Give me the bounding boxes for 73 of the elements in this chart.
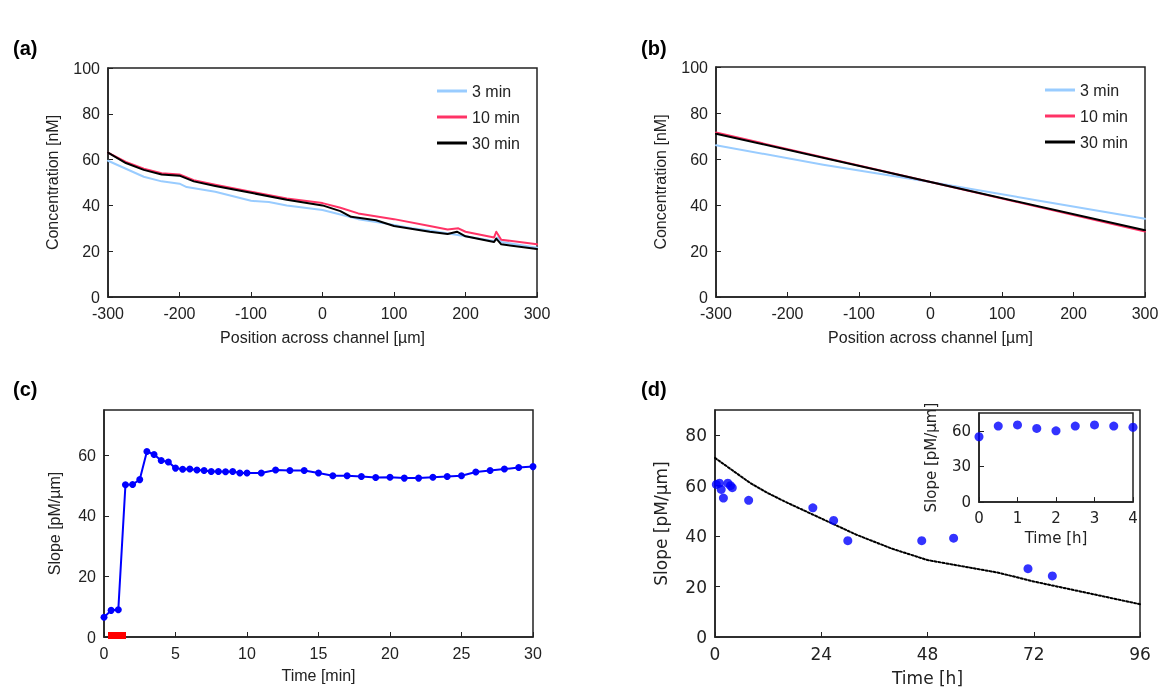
y-axis-title: Concentration [nM] <box>43 114 61 251</box>
x-tick-label: 0 <box>926 304 936 322</box>
y-tick-label: 0 <box>961 493 971 512</box>
y-tick-label: 20 <box>82 242 101 260</box>
y-axis-title: Concentration [nM] <box>651 114 669 250</box>
x-tick-label: 4 <box>1128 508 1138 527</box>
x-tick-label: 48 <box>916 643 939 664</box>
x-tick-label: 300 <box>523 304 551 322</box>
y-axis-title: Slope [pM/µm] <box>921 402 940 513</box>
legend-label: 30 min <box>471 134 521 152</box>
y-tick-label: 80 <box>685 425 707 446</box>
y-tick-label: 20 <box>685 576 707 597</box>
y-tick-label: 0 <box>87 628 97 646</box>
y-tick-label: 100 <box>73 59 101 77</box>
y-tick-label: 60 <box>685 475 707 496</box>
x-tick-label: 96 <box>1129 643 1151 664</box>
y-tick-label: 60 <box>690 150 709 168</box>
x-tick-label: 100 <box>988 304 1016 322</box>
legend-label: 30 min <box>1079 133 1129 151</box>
y-tick-label: 60 <box>82 151 101 169</box>
y-tick-label: 0 <box>699 288 709 306</box>
x-tick-label: -300 <box>699 304 733 322</box>
chart-title: (b) <box>641 37 667 59</box>
y-tick-label: 60 <box>78 446 97 464</box>
x-tick-label: 200 <box>1060 304 1087 322</box>
x-tick-label: 5 <box>171 644 181 662</box>
legend-label: 10 min <box>1079 107 1129 125</box>
legend-label: 3 min <box>1079 81 1120 99</box>
y-tick-label: 20 <box>690 242 709 260</box>
y-tick-label: 0 <box>91 288 101 306</box>
x-axis-title: Time [h] <box>1023 528 1088 547</box>
x-tick-label: 20 <box>381 644 399 662</box>
x-axis-title: Time [h] <box>890 667 964 688</box>
x-tick-label: 24 <box>810 643 833 664</box>
y-tick-label: 0 <box>696 627 707 647</box>
chart-title: (d) <box>641 378 667 400</box>
y-tick-label: 40 <box>78 507 97 525</box>
y-tick-label: 40 <box>685 526 707 547</box>
x-tick-label: -100 <box>842 304 876 322</box>
x-tick-label: 200 <box>452 304 479 322</box>
x-axis-title: Position across channel [µm] <box>828 328 1033 346</box>
y-tick-label: 80 <box>82 105 101 123</box>
x-axis-title: Time [min] <box>281 666 356 684</box>
chart-title: (a) <box>13 37 38 59</box>
y-tick-label: 100 <box>681 58 709 76</box>
x-tick-label: 2 <box>1051 508 1061 527</box>
y-tick-label: 30 <box>951 457 971 476</box>
x-tick-label: -200 <box>163 304 196 322</box>
y-tick-label: 60 <box>951 421 971 440</box>
chart-title: (c) <box>13 378 38 400</box>
x-tick-label: 0 <box>974 508 984 527</box>
y-tick-label: 20 <box>78 567 97 585</box>
y-axis-title: Slope [pM/µm] <box>45 471 63 576</box>
x-tick-label: 300 <box>1131 304 1159 322</box>
x-tick-label: 1 <box>1012 508 1023 527</box>
x-tick-label: -300 <box>91 304 125 322</box>
x-tick-label: 72 <box>1022 643 1045 664</box>
x-tick-label: 25 <box>452 644 471 662</box>
y-axis-title: Slope [pM/µm] <box>650 461 671 586</box>
x-tick-label: -100 <box>234 304 268 322</box>
x-tick-label: -200 <box>771 304 804 322</box>
x-tick-label: 3 <box>1089 508 1100 527</box>
y-tick-label: 40 <box>690 196 709 214</box>
x-tick-label: 0 <box>318 304 328 322</box>
x-tick-label: 100 <box>380 304 408 322</box>
y-tick-label: 80 <box>690 104 709 122</box>
x-tick-label: 30 <box>524 644 542 662</box>
legend-label: 10 min <box>471 108 521 126</box>
x-axis-title: Position across channel [µm] <box>220 328 425 346</box>
legend-label: 3 min <box>471 82 512 100</box>
x-tick-label: 10 <box>238 644 256 662</box>
y-tick-label: 40 <box>82 196 101 214</box>
x-tick-label: 15 <box>309 644 328 662</box>
